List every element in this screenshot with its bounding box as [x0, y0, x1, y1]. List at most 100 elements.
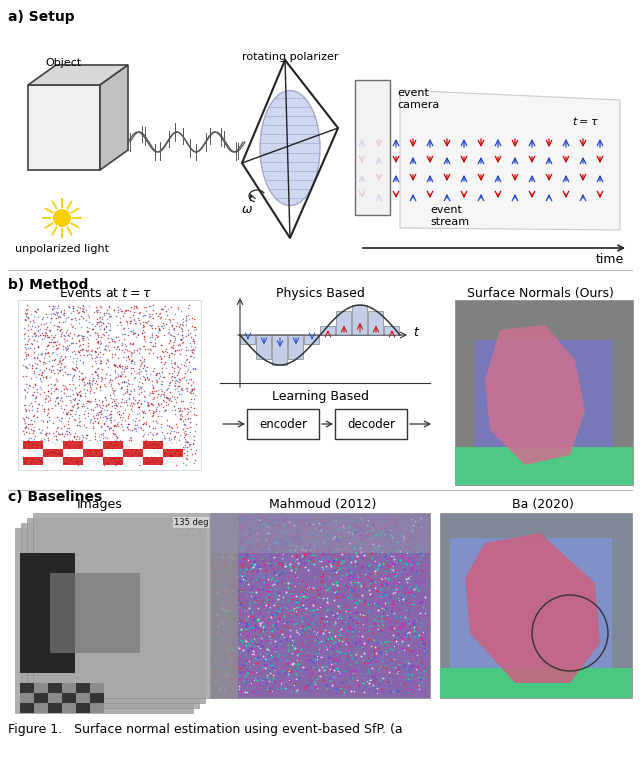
Point — [419, 665, 429, 677]
Point — [40, 385, 50, 397]
Point — [404, 552, 414, 564]
Point — [274, 587, 284, 599]
Point — [384, 561, 394, 573]
Point — [180, 435, 191, 447]
Point — [232, 512, 242, 525]
Point — [180, 367, 191, 379]
Point — [323, 554, 333, 566]
Point — [236, 555, 246, 567]
Point — [372, 681, 383, 693]
Point — [377, 686, 387, 698]
Point — [283, 626, 293, 638]
Point — [378, 640, 388, 653]
Point — [29, 346, 39, 358]
Point — [265, 548, 275, 560]
Point — [103, 457, 113, 469]
Point — [308, 590, 318, 603]
Point — [321, 614, 331, 626]
Point — [82, 428, 92, 441]
Point — [161, 396, 171, 408]
Point — [359, 524, 369, 536]
Point — [278, 519, 289, 531]
Point — [52, 335, 62, 347]
Point — [404, 581, 414, 593]
Point — [268, 618, 278, 631]
Point — [221, 514, 231, 526]
Point — [376, 583, 386, 595]
Point — [125, 325, 136, 337]
Point — [128, 391, 138, 403]
Point — [161, 437, 171, 449]
Bar — [76, 693, 90, 703]
Point — [329, 563, 339, 575]
Point — [364, 559, 374, 572]
Point — [356, 581, 366, 593]
Point — [268, 672, 278, 684]
Point — [349, 643, 360, 655]
Point — [90, 326, 100, 338]
Point — [317, 553, 327, 565]
Point — [177, 410, 187, 422]
Point — [241, 575, 251, 587]
Point — [99, 329, 109, 341]
Point — [236, 614, 246, 626]
Point — [220, 638, 230, 650]
Point — [74, 412, 84, 424]
Point — [310, 678, 320, 690]
Point — [139, 310, 149, 322]
Point — [356, 512, 366, 524]
Point — [157, 448, 168, 460]
Point — [237, 637, 248, 650]
Point — [393, 622, 403, 634]
Point — [98, 428, 108, 440]
Point — [141, 456, 151, 469]
Point — [396, 643, 406, 655]
Point — [174, 318, 184, 330]
Point — [381, 528, 392, 540]
Point — [42, 340, 52, 352]
Point — [176, 457, 186, 469]
Point — [372, 604, 383, 616]
Point — [42, 447, 52, 459]
Point — [321, 609, 332, 621]
Point — [227, 669, 237, 681]
Point — [141, 456, 152, 468]
Point — [355, 607, 365, 619]
Point — [305, 527, 316, 539]
Point — [114, 408, 124, 420]
Point — [113, 304, 124, 316]
Point — [232, 606, 243, 618]
Point — [104, 423, 114, 435]
Point — [171, 435, 181, 447]
Point — [352, 674, 362, 686]
Point — [184, 366, 195, 378]
Point — [135, 360, 145, 372]
Point — [383, 560, 394, 572]
Point — [383, 540, 393, 553]
Point — [106, 374, 116, 386]
Point — [344, 575, 354, 587]
Point — [323, 628, 333, 640]
Point — [186, 385, 196, 397]
Point — [386, 606, 396, 618]
Point — [253, 613, 263, 625]
Point — [171, 443, 181, 455]
Point — [165, 391, 175, 403]
Point — [217, 564, 227, 576]
Point — [180, 433, 190, 445]
Point — [268, 669, 278, 681]
Point — [23, 435, 33, 447]
Point — [243, 538, 253, 550]
Point — [292, 575, 302, 587]
Point — [232, 640, 243, 652]
Point — [269, 676, 280, 688]
Point — [212, 600, 223, 612]
Point — [265, 637, 275, 650]
Point — [392, 665, 403, 677]
Point — [99, 403, 109, 416]
Point — [45, 387, 56, 399]
Point — [232, 556, 242, 569]
Point — [406, 564, 416, 576]
Point — [117, 413, 127, 425]
Point — [83, 407, 93, 419]
